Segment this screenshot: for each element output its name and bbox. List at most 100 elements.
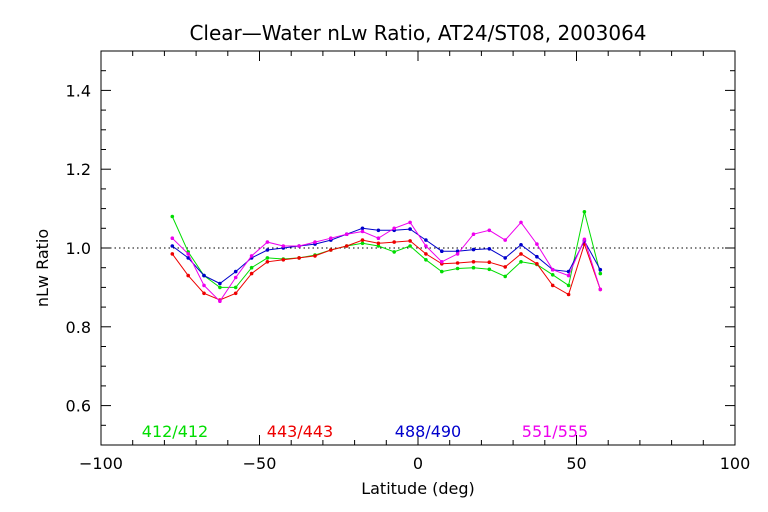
data-point	[503, 265, 508, 269]
series-line	[171, 211, 601, 288]
data-point	[376, 244, 381, 248]
data-point	[233, 285, 238, 290]
data-point	[281, 258, 286, 262]
data-point	[471, 265, 476, 270]
data-point	[218, 285, 222, 290]
data-point	[249, 271, 254, 276]
y-axis: 0.6 0.8 1.0 1.2 1.4	[66, 50, 735, 446]
data-point	[408, 227, 412, 231]
data-point	[566, 292, 571, 297]
series-group	[170, 210, 603, 304]
legend-entry: 443/443	[267, 422, 333, 441]
data-point	[503, 256, 508, 260]
data-point	[376, 236, 381, 240]
data-point	[170, 236, 175, 240]
x-tick-label: 0	[413, 454, 423, 473]
data-point	[344, 232, 349, 236]
data-point	[535, 262, 539, 266]
data-point	[424, 244, 428, 248]
data-point	[519, 252, 523, 256]
data-point	[249, 254, 254, 258]
data-point	[424, 238, 428, 242]
data-point	[582, 210, 587, 214]
data-point	[313, 240, 317, 244]
data-point	[265, 256, 270, 260]
data-point	[249, 265, 254, 270]
data-point	[281, 244, 286, 248]
x-tick-label: −50	[243, 454, 277, 473]
data-point	[265, 248, 270, 252]
data-point	[487, 267, 492, 272]
data-point	[598, 287, 603, 292]
data-point	[503, 274, 508, 279]
data-point	[566, 273, 571, 278]
y-tick-label: 1.4	[66, 81, 91, 100]
series-line	[172, 227, 601, 285]
data-point	[202, 273, 206, 278]
data-point	[424, 252, 428, 256]
legend-entry: 412/412	[142, 422, 208, 441]
series-line	[171, 221, 601, 302]
data-point	[297, 244, 301, 248]
data-point	[265, 240, 270, 244]
data-point	[598, 271, 603, 276]
data-point	[550, 273, 555, 277]
data-point	[582, 237, 587, 242]
data-point	[360, 238, 365, 242]
data-point	[233, 269, 238, 274]
data-point	[344, 244, 349, 248]
data-point	[408, 239, 412, 243]
data-point	[360, 241, 365, 246]
data-point	[313, 254, 317, 258]
data-point	[360, 229, 365, 234]
data-point	[550, 283, 555, 288]
data-point	[170, 252, 175, 256]
data-point	[550, 267, 555, 272]
data-point	[487, 260, 492, 265]
data-point	[376, 228, 381, 233]
y-tick-label: 1.0	[66, 239, 91, 258]
data-point	[218, 299, 222, 304]
chart-title: Clear—Water nLw Ratio, AT24/ST08, 200306…	[189, 21, 646, 45]
data-point	[408, 220, 412, 225]
data-point	[471, 232, 476, 236]
data-point	[376, 241, 381, 246]
data-point	[455, 252, 460, 256]
data-point	[535, 254, 539, 259]
data-point	[455, 266, 460, 271]
data-point	[202, 283, 206, 288]
data-point	[233, 291, 238, 296]
data-point	[471, 247, 476, 252]
y-tick-label: 0.8	[66, 318, 91, 337]
data-point	[440, 269, 444, 274]
data-point	[265, 260, 270, 264]
x-tick-label: 100	[720, 454, 751, 473]
data-point	[408, 244, 412, 248]
data-point	[392, 250, 397, 254]
legend-entry: 551/555	[522, 422, 588, 441]
x-tick-label: 50	[566, 454, 586, 473]
data-point	[170, 214, 175, 219]
y-tick-label: 0.6	[66, 397, 91, 416]
data-point	[519, 243, 523, 247]
data-point	[170, 244, 175, 248]
data-point	[202, 291, 206, 296]
data-point	[566, 283, 571, 288]
data-point	[186, 273, 190, 278]
y-axis-label: nLw Ratio	[33, 229, 52, 307]
data-point	[392, 226, 397, 231]
x-axis-label: Latitude (deg)	[361, 479, 475, 498]
data-point	[487, 228, 492, 233]
series	[170, 226, 603, 286]
data-point	[455, 261, 460, 265]
data-point	[519, 220, 523, 225]
data-point	[598, 267, 603, 272]
x-tick-label: −100	[79, 454, 123, 473]
data-point	[297, 256, 301, 260]
legend-entry: 488/490	[395, 422, 461, 441]
data-point	[424, 258, 428, 262]
data-point	[360, 226, 365, 231]
data-point	[440, 260, 444, 264]
